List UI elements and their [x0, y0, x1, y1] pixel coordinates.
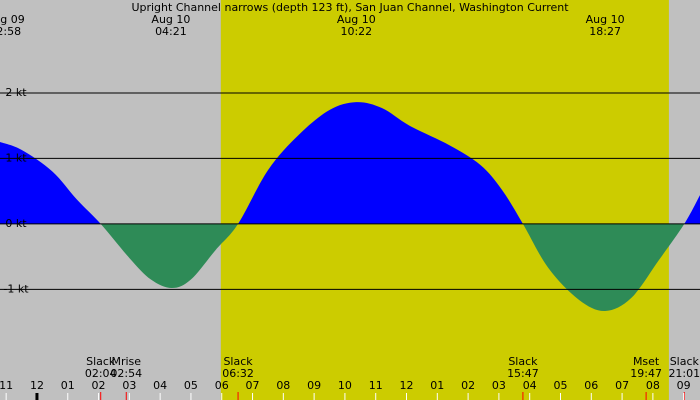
event-label: Mset — [633, 355, 660, 368]
x-tick-label: 10 — [338, 379, 352, 392]
x-tick-label: 02 — [461, 379, 475, 392]
x-tick-label: 05 — [184, 379, 198, 392]
x-tick-label: 01 — [61, 379, 75, 392]
event-time: 02:04 — [85, 367, 117, 380]
event-label: Slack — [508, 355, 538, 368]
x-tick-label: 08 — [276, 379, 290, 392]
x-tick-label: 02 — [92, 379, 106, 392]
y-tick-label: 1 kt — [5, 151, 27, 164]
event-time: 19:47 — [630, 367, 662, 380]
event-date: Aug 10 — [337, 13, 376, 26]
y-tick-label: 0 kt — [5, 217, 27, 230]
x-tick-label: 01 — [430, 379, 444, 392]
event-time: 22:58 — [0, 25, 21, 38]
event-time: 21:01 — [668, 367, 700, 380]
x-tick-label: 08 — [646, 379, 660, 392]
x-tick-label: 09 — [307, 379, 321, 392]
x-tick-label: 09 — [677, 379, 691, 392]
event-time: 06:32 — [222, 367, 254, 380]
event-label: Mrise — [111, 355, 141, 368]
x-tick-label: 12 — [400, 379, 414, 392]
x-tick-label: 12 — [30, 379, 44, 392]
event-date: Aug 10 — [151, 13, 190, 26]
event-time: 02:54 — [110, 367, 142, 380]
event-time: 18:27 — [589, 25, 621, 38]
x-tick-label: 11 — [369, 379, 383, 392]
x-tick-label: 03 — [122, 379, 136, 392]
x-tick-label: 04 — [153, 379, 167, 392]
x-tick-label: 11 — [0, 379, 13, 392]
event-label: Slack — [86, 355, 116, 368]
x-tick-label: 04 — [523, 379, 537, 392]
event-date: Aug 09 — [0, 13, 25, 26]
y-tick-label: -1 kt — [3, 282, 29, 295]
chart-title: Upright Channel narrows (depth 123 ft), … — [131, 1, 569, 14]
x-tick-label: 06 — [584, 379, 598, 392]
event-label: Slack — [223, 355, 253, 368]
event-time: 04:21 — [155, 25, 187, 38]
event-time: 15:47 — [507, 367, 539, 380]
x-tick-label: 05 — [553, 379, 567, 392]
event-label: Slack — [670, 355, 700, 368]
y-tick-label: 2 kt — [5, 86, 27, 99]
event-date: Aug 10 — [586, 13, 625, 26]
ebb-area — [100, 223, 685, 311]
x-tick-label: 06 — [215, 379, 229, 392]
event-time: 10:22 — [340, 25, 372, 38]
x-tick-label: 07 — [615, 379, 629, 392]
flood-area — [0, 102, 700, 224]
x-tick-label: 07 — [246, 379, 260, 392]
x-tick-label: 03 — [492, 379, 506, 392]
